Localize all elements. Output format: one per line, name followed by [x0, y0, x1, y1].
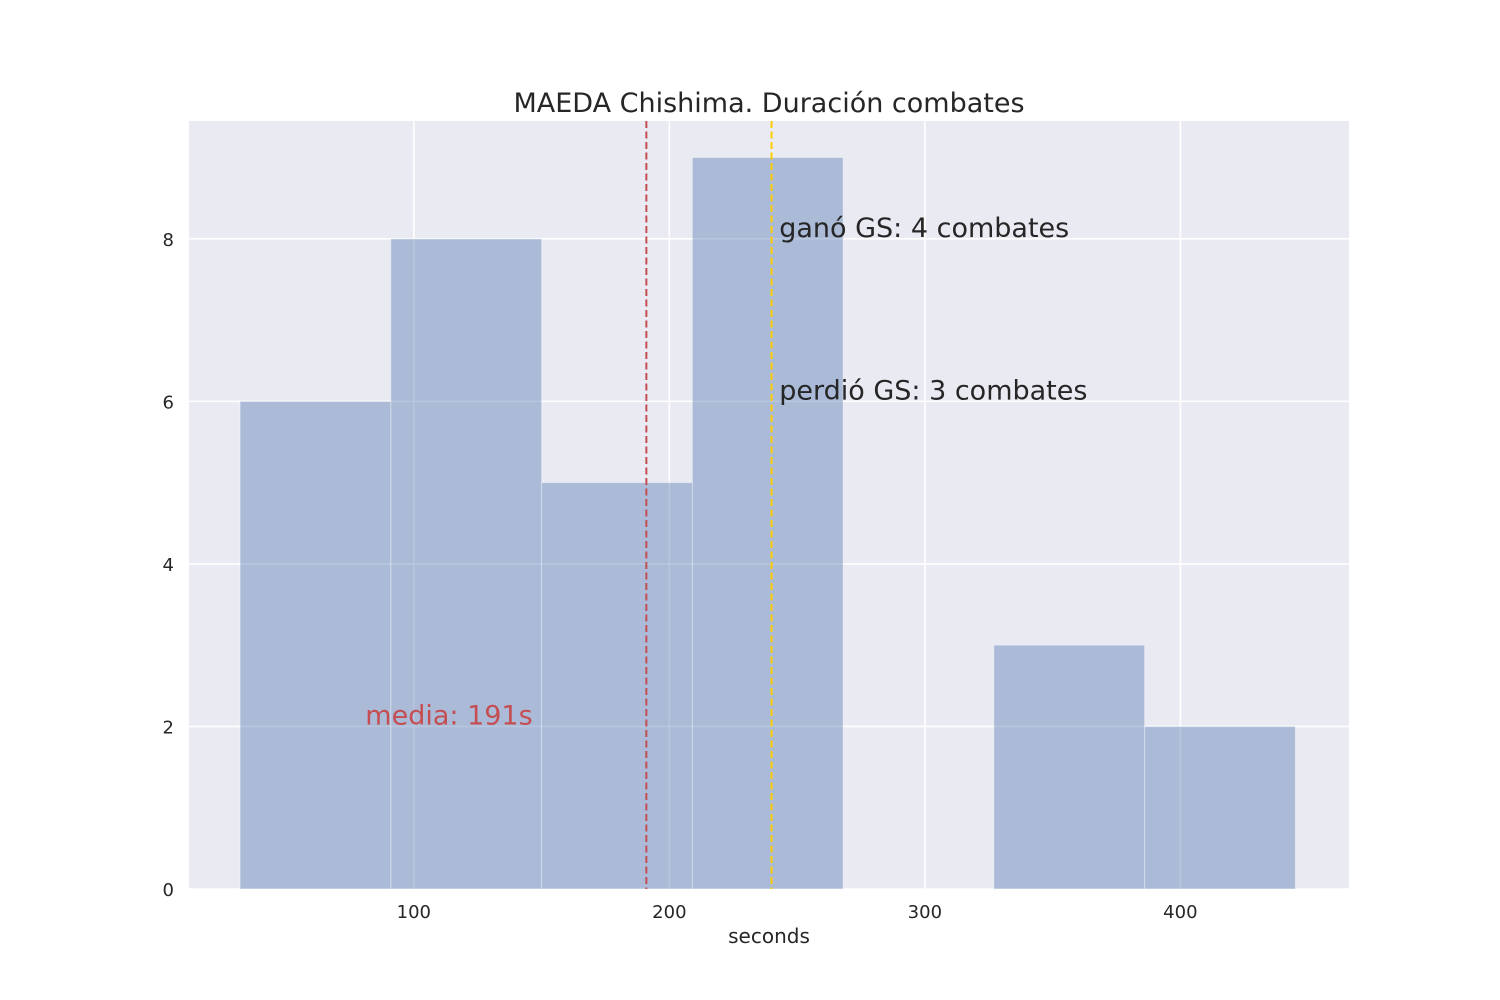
x-tick-label: 400 [1163, 902, 1197, 923]
y-tick-label: 0 [163, 880, 174, 901]
reference-lines [645, 121, 773, 889]
won-gs-annotation: ganó GS: 4 combates [779, 213, 1069, 244]
x-tick-label: 300 [908, 902, 942, 923]
histogram-bar [390, 238, 543, 890]
histogram-bar [1144, 725, 1296, 890]
grid-lines [189, 121, 1349, 890]
histogram-bar [541, 482, 693, 890]
x-tick-label: 200 [652, 902, 686, 923]
tick-labels: 100 200 300 400 0 2 4 6 8 [163, 230, 1198, 923]
y-tick-label: 8 [163, 230, 174, 251]
histogram-bar [691, 157, 844, 890]
lost-gs-annotation: perdió GS: 3 combates [779, 375, 1087, 406]
x-axis-label: seconds [728, 924, 810, 948]
plot-area [189, 121, 1349, 889]
chart-title: MAEDA Chishima. Duración combates [513, 88, 1024, 119]
y-tick-label: 6 [163, 392, 174, 413]
mean-annotation: media: 191s [365, 700, 532, 731]
bars [239, 157, 1296, 890]
histogram-bar [239, 400, 392, 890]
x-tick-label: 100 [397, 902, 431, 923]
y-tick-label: 4 [163, 555, 174, 576]
histogram-bar [993, 644, 1146, 890]
annotations: media: 191s ganó GS: 4 combates perdió GS:… [365, 213, 1087, 732]
y-tick-label: 2 [163, 717, 174, 738]
